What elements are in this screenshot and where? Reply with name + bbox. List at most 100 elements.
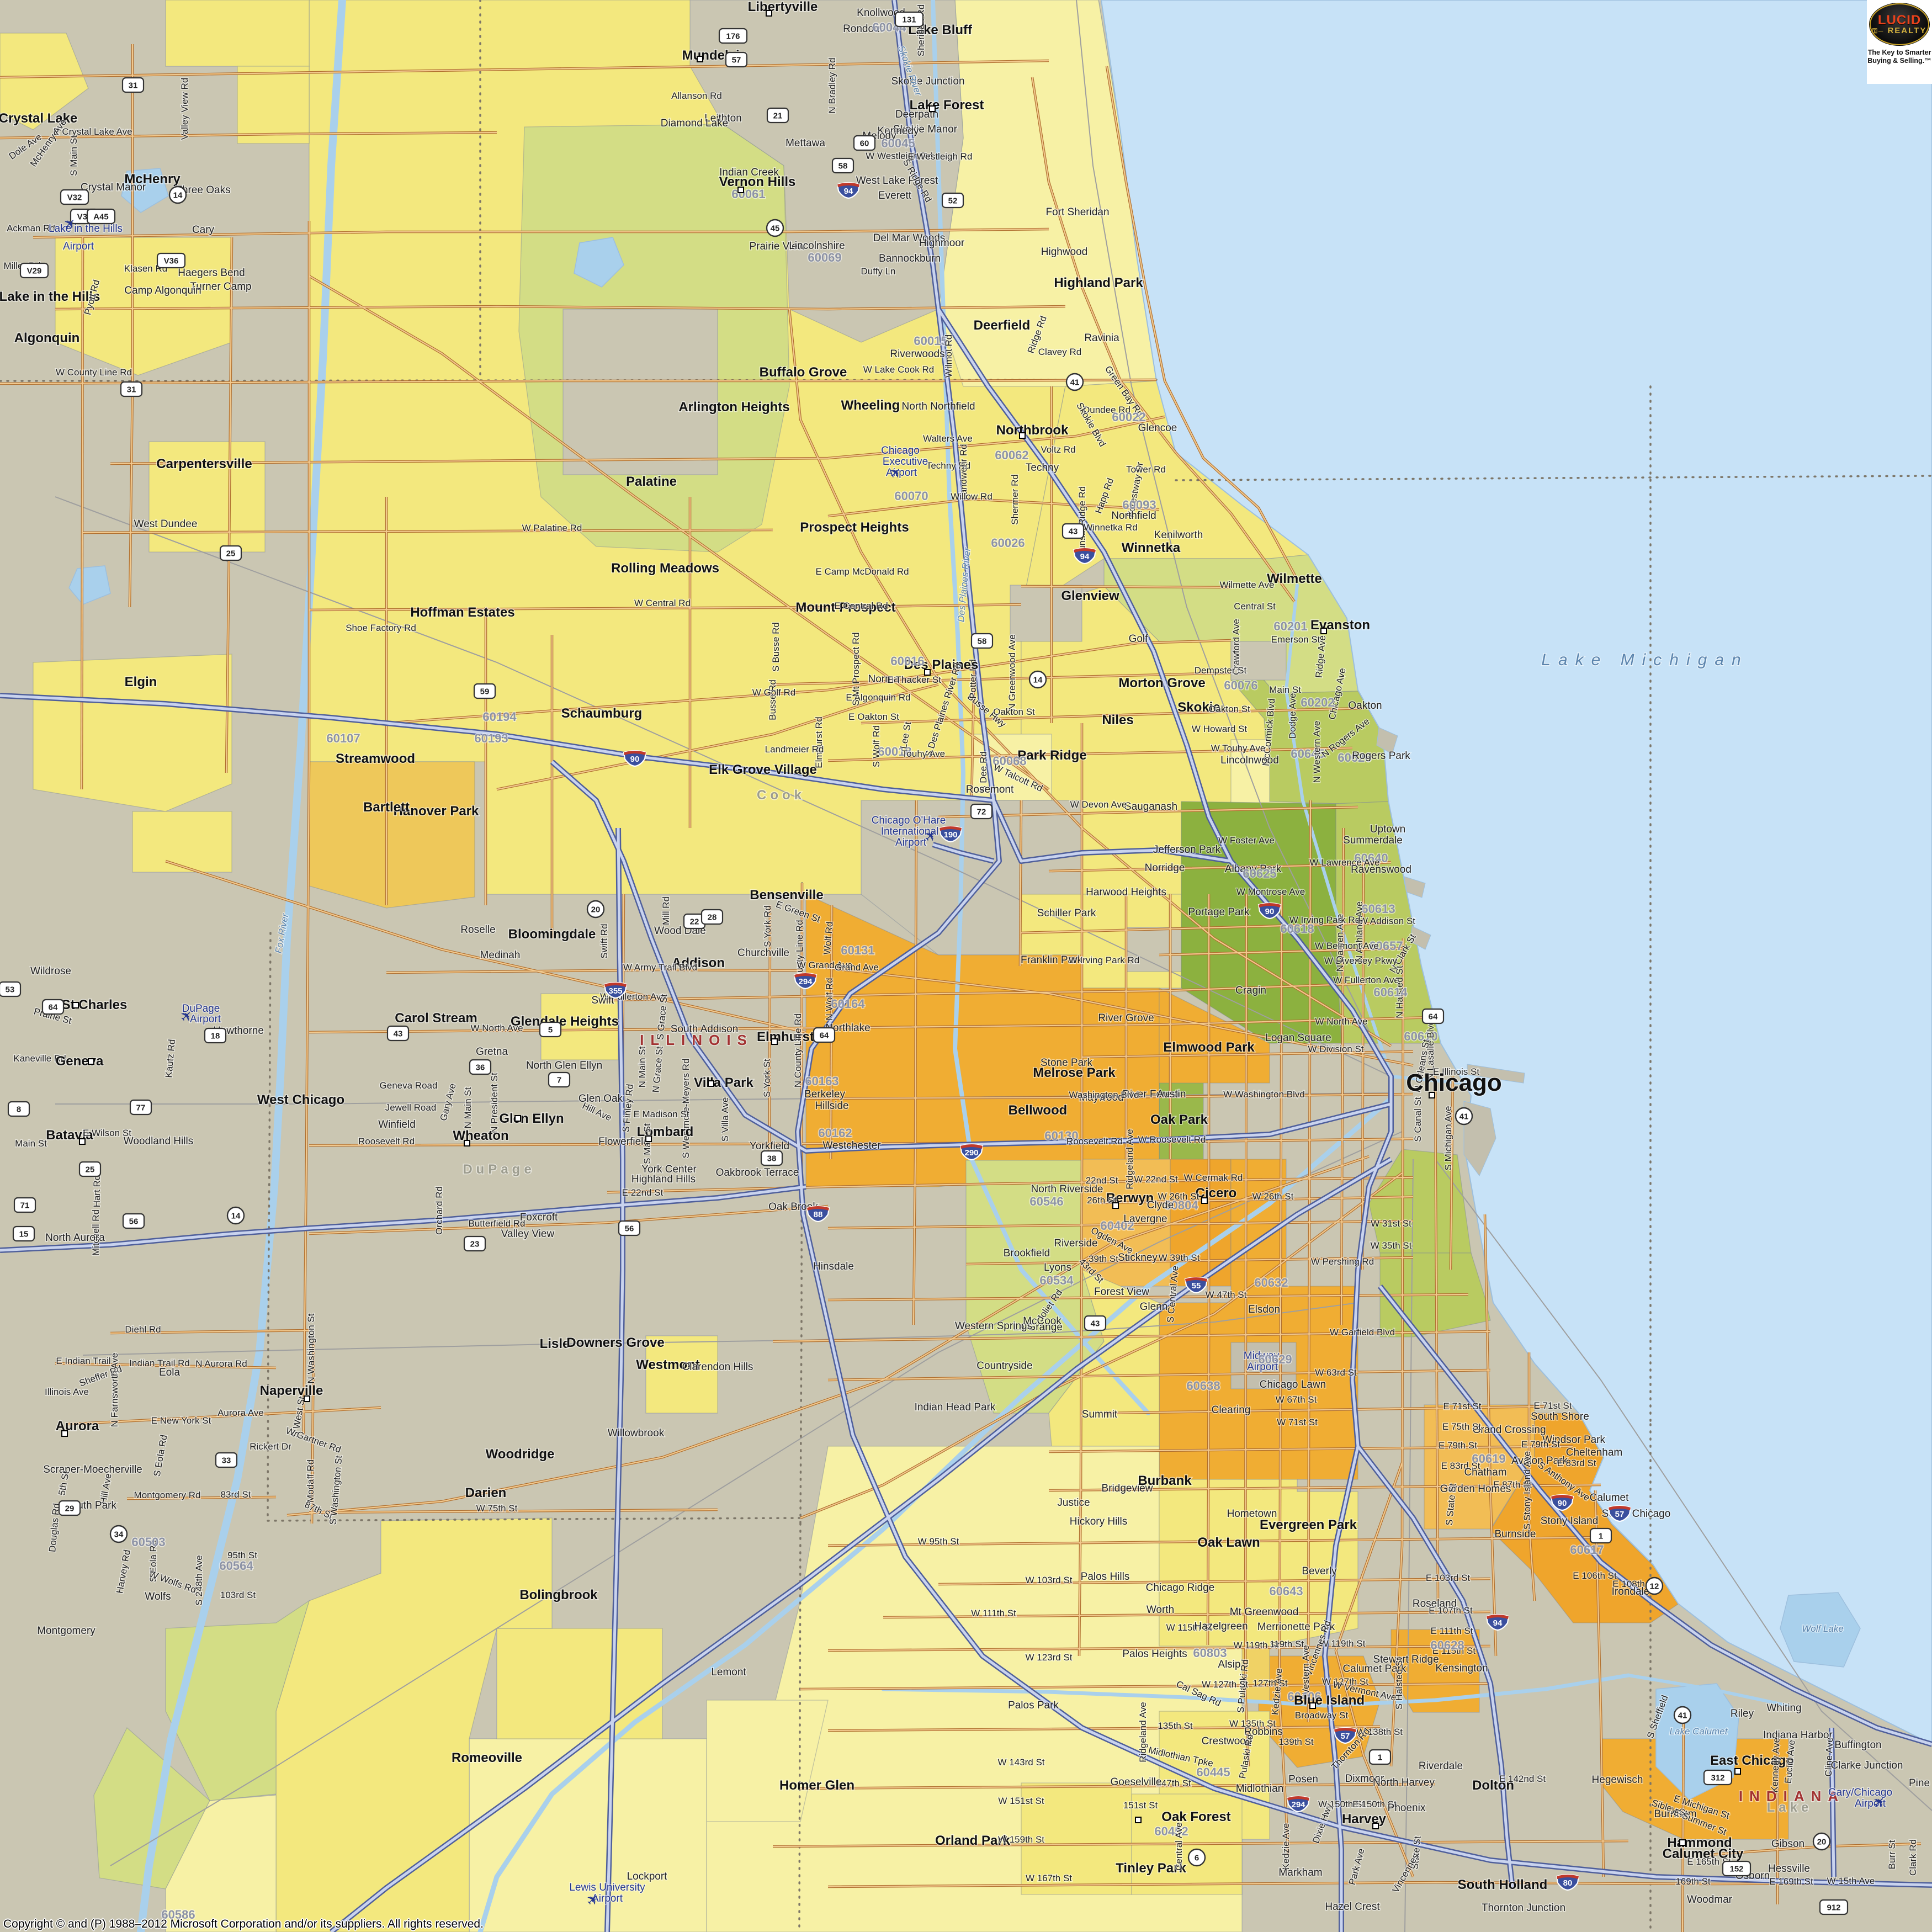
route-shield-number: 22 (690, 917, 699, 927)
road-line (386, 969, 801, 974)
map-label-city: St Charles (62, 997, 128, 1012)
map-label-town: Scraper-Moecherville (43, 1464, 142, 1475)
road-line (1307, 800, 1312, 1722)
map-label-street: Swift Rd (599, 923, 609, 958)
map-label-state: ILLINOIS (640, 1032, 753, 1048)
route-shield-number: 7 (557, 1076, 561, 1085)
road-line (309, 1509, 718, 1514)
map-label-street: W Belmont Ave (1315, 941, 1379, 951)
map-label-zip: 60445 (1196, 1765, 1230, 1779)
map-label-town: Jefferson Park (1153, 844, 1221, 856)
map-label-city: Addison (672, 956, 725, 970)
route-shield-number: 8 (17, 1105, 21, 1114)
map-label-city: Downers Grove (566, 1335, 664, 1350)
route-shield: 25 (78, 1161, 102, 1177)
map-label-town: Foxcroft (520, 1212, 558, 1223)
map-label-town: Calumet Park (1342, 1663, 1406, 1675)
map-label-town: Camp Algonquin (124, 285, 201, 296)
state-route-shield-icon (473, 683, 496, 699)
map-label-city: Schaumburg (561, 706, 643, 721)
map-label-city: East Chicago (1710, 1753, 1794, 1768)
map-label-street: W 71st St (1277, 1417, 1318, 1427)
us-route-shield-icon (1065, 373, 1084, 391)
map-label-zip: 60629 (1258, 1352, 1292, 1366)
map-label-street: N County Line Rd (793, 1013, 803, 1087)
zip-region (165, 0, 310, 67)
map-label-street: Landwehr Rd (958, 444, 969, 500)
state-route-shield-icon (760, 1150, 783, 1166)
map-label-town: Haegers Bend (178, 267, 245, 279)
map-label-zip: 60069 (808, 251, 841, 264)
map-label-street: E Crystal Lake Ave (53, 126, 132, 137)
zip-region (689, 0, 964, 343)
route-shield-number: 94 (844, 187, 853, 196)
state-route-shield-icon (725, 51, 748, 68)
railroad-line (55, 496, 1392, 1077)
map-label-town: Crystal Manor (81, 182, 146, 193)
map-label-town: Lincolnshire (789, 240, 845, 252)
map-label-zip: 60062 (995, 448, 1028, 462)
state-route-shield-icon (853, 135, 876, 151)
route-shield-number: 25 (226, 549, 236, 559)
city-marker (1372, 1823, 1379, 1829)
map-label-town: Highwood (1041, 246, 1088, 258)
map-label-town: Indiana Harbor (1763, 1729, 1833, 1741)
map-label-street: Duffy Ln (861, 266, 895, 277)
road-line (1528, 1352, 1536, 1601)
map-label-street: 83rd St (221, 1489, 251, 1500)
map-label-street: Landmeier Rd (765, 744, 824, 755)
road-line (1776, 1738, 1779, 1905)
map-label-street: Touhy Ave (902, 749, 945, 759)
route-shield-number: 31 (127, 385, 136, 395)
route-shield-number: 21 (773, 112, 783, 121)
map-label-street: Jewell Road (385, 1102, 437, 1113)
route-shield: 41 (1673, 1706, 1692, 1724)
map-label-town: Mettawa (785, 137, 825, 149)
road-line (607, 1176, 1414, 1193)
route-shield: 80 (1556, 1873, 1580, 1891)
map-label-zip: 60640 (1354, 851, 1388, 865)
route-shield-number: 57 (732, 56, 741, 65)
highway-line (1830, 1727, 1835, 1877)
logo-tagline-line2: Buying & Selling.™ (1867, 57, 1931, 65)
map-label-street: W 31st St (1371, 1218, 1411, 1229)
map-label-city: Wheaton (453, 1128, 508, 1143)
route-shield-number: 14 (1033, 676, 1043, 685)
map-label-street: Aurora Ave (217, 1408, 264, 1418)
map-label-town: Cragin (1235, 985, 1266, 996)
route-shield-number: 6 (1195, 1854, 1199, 1863)
highway-line (932, 843, 994, 863)
map-label-street: W 75th St (476, 1503, 518, 1514)
map-label-town: Hillside (815, 1100, 848, 1112)
map-label-street: E 79th St (1439, 1440, 1477, 1451)
route-shield-number: 88 (814, 1210, 823, 1219)
map-label-street: Central St (1234, 601, 1276, 612)
city-marker (645, 1135, 652, 1142)
map-label-city: Dolton (1472, 1778, 1514, 1793)
map-label-town: York Center (641, 1164, 697, 1175)
map-label-street: W 135th St (1229, 1718, 1276, 1729)
map-label-zip: 60803 (1193, 1646, 1227, 1660)
map-label-town: Goeselville (1111, 1776, 1162, 1788)
map-label-town: Lockport (627, 1871, 668, 1882)
route-shield: 355 (603, 981, 628, 999)
map-label-town: Churchville (737, 947, 789, 959)
route-shield: 94 (1073, 547, 1097, 565)
map-label-air: Airport (592, 1893, 623, 1904)
map-label-town: Highland Hills (631, 1174, 696, 1185)
map-label-street: S Westmore-Meyers Rd (681, 1058, 691, 1158)
map-label-street: W Addison St (1359, 916, 1415, 926)
interstate-shield-band (837, 183, 859, 187)
interstate-shield-band (604, 983, 627, 987)
map-label-street: W Fullerton Ave (1333, 975, 1399, 985)
map-label-street: 147th St (1156, 1778, 1191, 1788)
route-shield-number: 56 (129, 1217, 139, 1227)
route-shield-number: 290 (964, 1148, 978, 1158)
route-shield-number: 190 (943, 830, 957, 840)
map-label-city: Park Ridge (1017, 748, 1086, 763)
map-label-town: Skokie Junction (891, 76, 964, 87)
map-label-street: N Bradley Rd (827, 57, 837, 113)
map-label-air: Airport (190, 1013, 221, 1025)
map-label-city: Oak Forest (1161, 1809, 1230, 1824)
route-shield: 25 (219, 545, 242, 561)
